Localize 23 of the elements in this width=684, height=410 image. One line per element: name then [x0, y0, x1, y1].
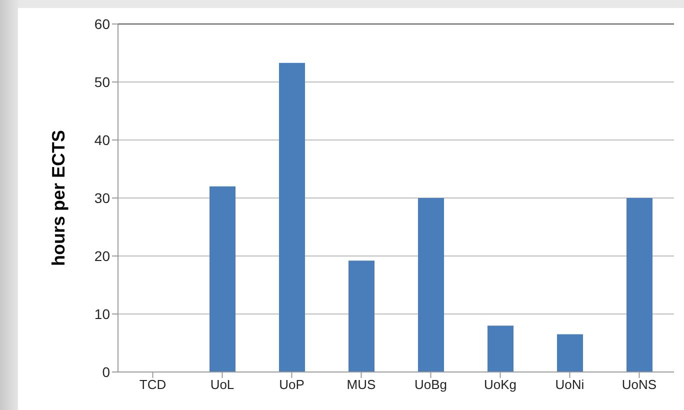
y-tick-label: 60: [94, 16, 110, 32]
bar: [488, 326, 514, 372]
bar: [348, 260, 374, 372]
y-tick-label: 10: [94, 306, 110, 322]
x-tick-label: MUS: [346, 377, 376, 392]
x-tick-label: UoNS: [622, 377, 657, 392]
bar: [279, 62, 305, 372]
bar: [626, 198, 652, 372]
y-tick-label: 40: [94, 132, 110, 148]
bar: [418, 198, 444, 372]
x-tick-label: UoKg: [484, 377, 517, 392]
y-axis-title: hours per ECTS: [48, 130, 68, 266]
x-tick-label: UoL: [210, 377, 234, 392]
x-tick-label: UoP: [279, 377, 304, 392]
bar: [210, 186, 236, 372]
bar: [557, 334, 583, 372]
y-tick-label: 30: [94, 190, 110, 206]
y-tick-label: 50: [94, 74, 110, 90]
x-tick-label: TCD: [139, 377, 166, 392]
x-tick-label: UoBg: [414, 377, 448, 392]
x-tick-label: UoNi: [555, 377, 584, 392]
y-tick-label: 20: [94, 248, 110, 264]
y-tick-label: 0: [102, 364, 110, 380]
